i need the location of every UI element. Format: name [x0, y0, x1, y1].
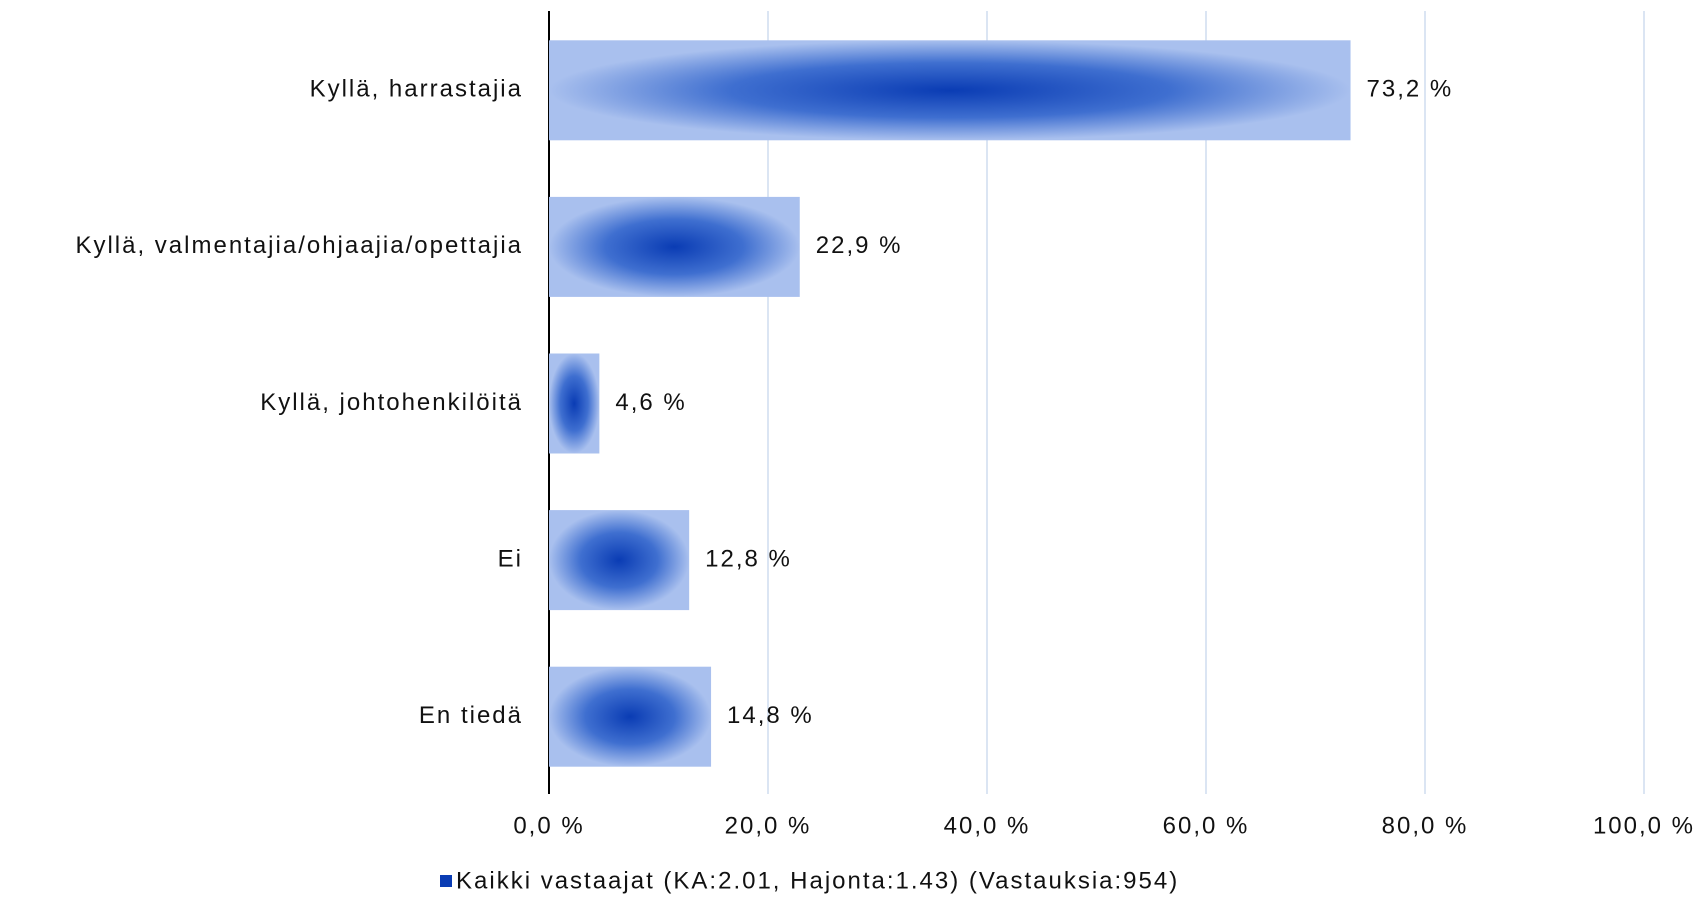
- bar: [549, 196, 800, 297]
- y-tick-label: Kyllä, harrastajia: [310, 76, 523, 103]
- value-label: 4,6 %: [615, 389, 686, 416]
- value-label: 12,8 %: [705, 545, 792, 572]
- bar: [549, 40, 1351, 141]
- bar: [549, 510, 690, 611]
- x-tick-label: 0,0 %: [513, 812, 584, 839]
- y-tick-label: Ei: [498, 545, 523, 572]
- legend-label: Kaikki vastaajat (KA:2.01, Hajonta:1.43)…: [456, 867, 1179, 894]
- y-tick-label: En tiedä: [419, 702, 523, 729]
- x-tick-label: 60,0 %: [1163, 812, 1250, 839]
- value-label: 22,9 %: [816, 232, 903, 259]
- bar: [549, 666, 712, 767]
- x-tick-label: 20,0 %: [725, 812, 812, 839]
- x-tick-label: 100,0 %: [1593, 812, 1695, 839]
- x-tick-label: 40,0 %: [944, 812, 1031, 839]
- y-tick-label: Kyllä, valmentajia/ohjaajia/opettajia: [75, 232, 523, 259]
- x-tick-label: 80,0 %: [1382, 812, 1469, 839]
- value-label: 14,8 %: [727, 702, 814, 729]
- y-tick-label: Kyllä, johtohenkilöitä: [260, 389, 523, 416]
- value-label: 73,2 %: [1367, 76, 1454, 103]
- bar: [549, 353, 600, 454]
- legend-swatch: [440, 875, 452, 887]
